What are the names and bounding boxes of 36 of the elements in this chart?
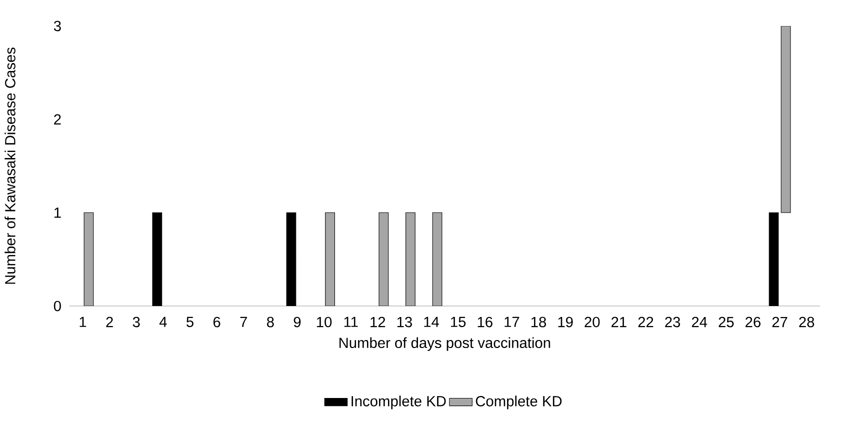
x-tick-label: 14 [424, 316, 439, 327]
x-tick-label: 9 [294, 316, 301, 328]
x-tick-label: 11 [344, 316, 358, 327]
x-tick-label: 12 [370, 316, 386, 328]
x-tick-label: 16 [478, 316, 492, 328]
x-tick-label: 7 [240, 316, 247, 327]
x-tick-label: 8 [266, 316, 274, 328]
x-tick-label: 20 [584, 316, 600, 328]
x-axis-title: Number of days post vaccination [340, 337, 550, 351]
x-tick-label: 22 [638, 316, 654, 328]
x-tick-label: 25 [718, 316, 734, 328]
x-tick-label: 28 [799, 316, 814, 328]
x-tick-label: 10 [316, 316, 332, 328]
x-tick-label: 2 [106, 316, 113, 328]
y-tick-label: 1 [54, 208, 61, 218]
x-tick-label: 15 [451, 316, 466, 328]
x-tick-label: 21 [612, 316, 626, 328]
x-tick-label: 23 [665, 316, 680, 328]
legend-label: Complete KD [476, 396, 562, 410]
y-tick-label: 2 [54, 114, 61, 124]
legend-label: Incomplete KD [352, 396, 446, 410]
y-tick-label: 3 [54, 20, 61, 32]
x-tick-label: 6 [213, 316, 220, 328]
x-tick-label: 5 [186, 316, 194, 328]
y-tick-label: 0 [54, 300, 61, 312]
x-tick-label: 24 [692, 316, 708, 328]
x-tick-label: 1 [80, 316, 86, 327]
x-tick-label: 27 [772, 316, 788, 328]
x-tick-label: 13 [397, 316, 412, 328]
x-tick-label: 4 [159, 316, 167, 327]
x-tick-label: 17 [504, 316, 520, 327]
x-tick-label: 26 [746, 316, 760, 328]
y-axis-title: Number of Kawasaki Disease Cases [4, 48, 16, 284]
x-tick-label: 3 [132, 316, 140, 328]
x-tick-label: 18 [531, 316, 546, 328]
x-tick-label: 19 [558, 316, 573, 328]
